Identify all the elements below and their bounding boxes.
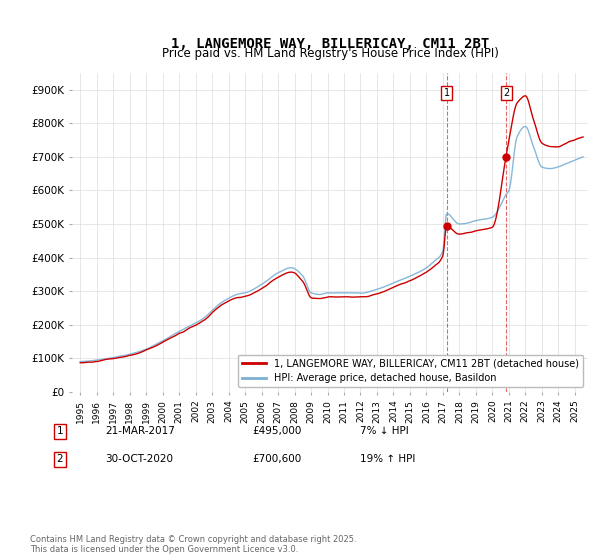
Text: 19% ↑ HPI: 19% ↑ HPI [360, 454, 415, 464]
Text: 7% ↓ HPI: 7% ↓ HPI [360, 426, 409, 436]
Text: 1: 1 [56, 426, 64, 436]
Text: £700,600: £700,600 [252, 454, 301, 464]
Text: 2: 2 [56, 454, 64, 464]
Text: Price paid vs. HM Land Registry's House Price Index (HPI): Price paid vs. HM Land Registry's House … [161, 47, 499, 60]
Text: 30-OCT-2020: 30-OCT-2020 [105, 454, 173, 464]
Text: 1: 1 [443, 88, 449, 98]
Text: 21-MAR-2017: 21-MAR-2017 [105, 426, 175, 436]
Text: Contains HM Land Registry data © Crown copyright and database right 2025.
This d: Contains HM Land Registry data © Crown c… [30, 535, 356, 554]
Text: £495,000: £495,000 [252, 426, 301, 436]
Text: 2: 2 [503, 88, 509, 98]
Title: 1, LANGEMORE WAY, BILLERICAY, CM11 2BT: 1, LANGEMORE WAY, BILLERICAY, CM11 2BT [171, 37, 489, 51]
Legend: 1, LANGEMORE WAY, BILLERICAY, CM11 2BT (detached house), HPI: Average price, det: 1, LANGEMORE WAY, BILLERICAY, CM11 2BT (… [238, 354, 583, 387]
